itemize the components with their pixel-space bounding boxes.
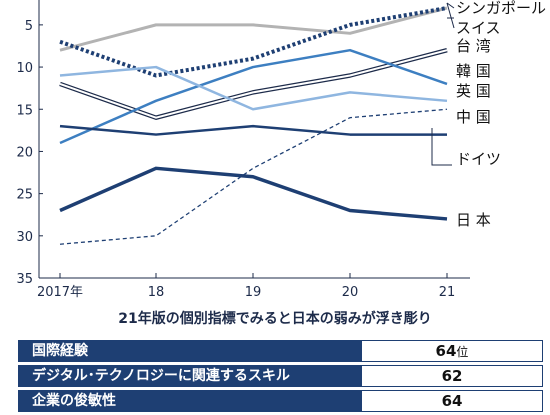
series-label-英国: 英 国: [456, 82, 491, 100]
y-tick-label: 35: [16, 272, 33, 287]
x-tick-label: 18: [148, 285, 165, 300]
x-tick-label: 21: [439, 285, 456, 300]
indicator-table: 国際経験 64位 デジタル･テクノロジーに関連するスキル 62 企業の俊敏性 6…: [18, 340, 543, 415]
x-tick-label: 19: [245, 285, 262, 300]
series-line-韓国: [59, 48, 448, 145]
chart-subtitle: 21年版の個別指標でみると日本の弱みが浮き彫り: [118, 311, 432, 327]
series-label-中国: 中 国: [456, 108, 491, 126]
table-row: デジタル･テクノロジーに関連するスキル 62: [18, 365, 543, 387]
table-row: 国際経験 64位: [18, 340, 543, 362]
series-label-ドイツ: ドイツ: [456, 150, 501, 168]
series-line-英国: [59, 65, 448, 111]
series-line-ドイツ: [59, 108, 448, 245]
y-tick-label: 10: [16, 61, 33, 76]
series-line-シンガポール: [59, 6, 448, 52]
indicator-rank: 64位: [361, 340, 543, 362]
series-line-中国: [59, 124, 447, 136]
table-row: 企業の俊敏性 64: [18, 390, 543, 412]
series-line-スイス: [59, 6, 448, 78]
label-leader-line: [431, 128, 452, 166]
indicator-name: 国際経験: [18, 340, 361, 362]
label-leader-line: [446, 2, 455, 29]
y-tick-label: 25: [16, 188, 33, 203]
chart-axes: 5 10 15 20 25 30 35 2017年 18 19 20 21: [16, 0, 470, 300]
y-tick-label: 30: [16, 230, 33, 245]
series-line-日本: [59, 166, 448, 221]
chart-lines: [59, 6, 448, 245]
indicator-rank: 62: [361, 365, 543, 387]
y-tick-label: 20: [16, 145, 33, 160]
indicator-name: デジタル･テクノロジーに関連するスキル: [18, 365, 361, 387]
series-label-スイス: スイス: [456, 19, 501, 37]
label-leader-line: [446, 2, 455, 9]
x-tick-label: 20: [342, 285, 359, 300]
series-label-韓国: 韓 国: [456, 62, 491, 80]
series-line-台湾: [59, 49, 448, 119]
indicator-rank: 64: [361, 390, 543, 412]
y-tick-label: 15: [16, 103, 33, 118]
indicator-name: 企業の俊敏性: [18, 390, 361, 412]
x-tick-label: 2017年: [37, 285, 83, 300]
y-tick-label: 5: [25, 19, 33, 34]
series-label-日本: 日 本: [456, 211, 491, 229]
series-label-シンガポール: シンガポール: [456, 0, 546, 17]
series-label-台湾: 台 湾: [456, 37, 491, 55]
